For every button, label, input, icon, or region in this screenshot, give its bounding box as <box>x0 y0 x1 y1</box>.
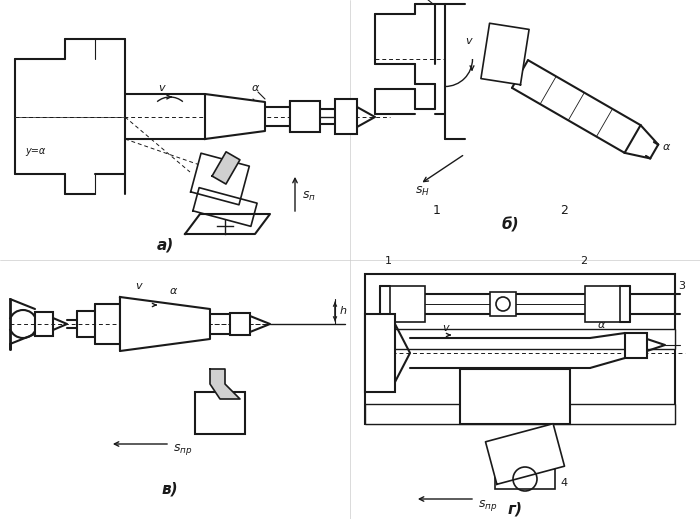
Text: v: v <box>135 281 141 291</box>
Text: v: v <box>158 83 164 93</box>
Bar <box>460 369 570 424</box>
Bar <box>195 392 245 434</box>
Text: y=α: y=α <box>25 146 46 156</box>
Text: $s_{H}$: $s_{H}$ <box>415 185 430 198</box>
Text: 4: 4 <box>560 478 567 488</box>
Polygon shape <box>190 153 249 205</box>
Text: $s_{пр}$: $s_{пр}$ <box>173 442 193 457</box>
Text: 2: 2 <box>560 204 568 217</box>
Text: 1: 1 <box>433 204 441 217</box>
Text: а): а) <box>156 237 174 252</box>
Text: v: v <box>465 36 472 46</box>
Bar <box>290 101 320 132</box>
Text: 3: 3 <box>678 281 685 291</box>
Polygon shape <box>210 369 240 399</box>
Text: α: α <box>170 286 177 296</box>
Bar <box>495 469 555 489</box>
Polygon shape <box>185 214 270 234</box>
Polygon shape <box>193 188 257 226</box>
Text: 1: 1 <box>385 256 392 266</box>
Bar <box>365 314 395 392</box>
Text: б): б) <box>501 217 519 232</box>
Text: α: α <box>662 142 670 152</box>
Bar <box>390 286 425 322</box>
Polygon shape <box>120 297 210 351</box>
Bar <box>365 274 675 424</box>
Text: в): в) <box>162 482 178 497</box>
Polygon shape <box>481 23 529 85</box>
Bar <box>365 329 675 349</box>
Text: h: h <box>340 306 347 316</box>
Text: α: α <box>252 83 260 93</box>
Bar <box>335 99 357 134</box>
Polygon shape <box>205 94 265 139</box>
Text: 2: 2 <box>580 256 587 266</box>
Bar <box>230 313 250 335</box>
Text: г): г) <box>508 502 522 517</box>
Bar <box>585 286 620 322</box>
Bar <box>35 312 53 336</box>
Text: v: v <box>442 323 449 333</box>
Bar <box>490 292 516 316</box>
Text: α: α <box>598 320 606 330</box>
Polygon shape <box>486 424 564 484</box>
Bar <box>625 333 647 358</box>
Text: $s_{п}$: $s_{п}$ <box>302 190 316 203</box>
Text: $s_{пр}$: $s_{пр}$ <box>478 498 498 513</box>
Polygon shape <box>212 152 240 184</box>
Bar <box>365 404 675 424</box>
